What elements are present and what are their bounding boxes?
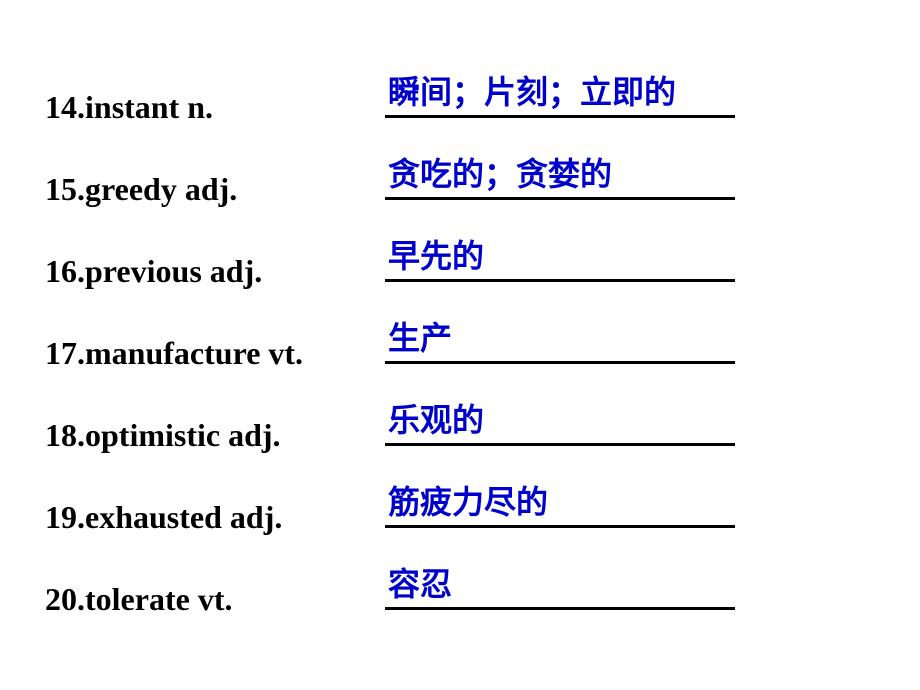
definition-underline: 瞬间；片刻；立即的 bbox=[385, 75, 735, 118]
term-text: 20.tolerate vt. bbox=[45, 581, 385, 618]
term-text: 17.manufacture vt. bbox=[45, 335, 385, 372]
vocab-row: 14.instant n. 瞬间；片刻；立即的 bbox=[45, 75, 920, 119]
vocab-row: 16.previous adj. 早先的 bbox=[45, 239, 920, 283]
definition-underline: 容忍 bbox=[385, 567, 735, 610]
term-text: 15.greedy adj. bbox=[45, 171, 385, 208]
term-text: 19.exhausted adj. bbox=[45, 499, 385, 536]
definition-underline: 乐观的 bbox=[385, 403, 735, 446]
definition-text: 容忍 bbox=[388, 559, 452, 605]
definition-text: 贪吃的；贪婪的 bbox=[388, 149, 612, 195]
vocab-row: 19.exhausted adj. 筋疲力尽的 bbox=[45, 485, 920, 529]
definition-underline: 早先的 bbox=[385, 239, 735, 282]
vocab-row: 17.manufacture vt. 生产 bbox=[45, 321, 920, 365]
vocab-row: 15.greedy adj. 贪吃的；贪婪的 bbox=[45, 157, 920, 201]
term-text: 14.instant n. bbox=[45, 89, 385, 126]
definition-text: 生产 bbox=[388, 313, 452, 359]
definition-underline: 筋疲力尽的 bbox=[385, 485, 735, 528]
definition-text: 筋疲力尽的 bbox=[388, 477, 548, 523]
definition-text: 瞬间；片刻；立即的 bbox=[388, 67, 676, 113]
vocabulary-list: 14.instant n. 瞬间；片刻；立即的 15.greedy adj. 贪… bbox=[0, 0, 920, 611]
vocab-row: 18.optimistic adj. 乐观的 bbox=[45, 403, 920, 447]
definition-underline: 生产 bbox=[385, 321, 735, 364]
vocab-row: 20.tolerate vt. 容忍 bbox=[45, 567, 920, 611]
definition-underline: 贪吃的；贪婪的 bbox=[385, 157, 735, 200]
definition-text: 早先的 bbox=[388, 231, 484, 277]
definition-text: 乐观的 bbox=[388, 395, 484, 441]
term-text: 18.optimistic adj. bbox=[45, 417, 385, 454]
term-text: 16.previous adj. bbox=[45, 253, 385, 290]
